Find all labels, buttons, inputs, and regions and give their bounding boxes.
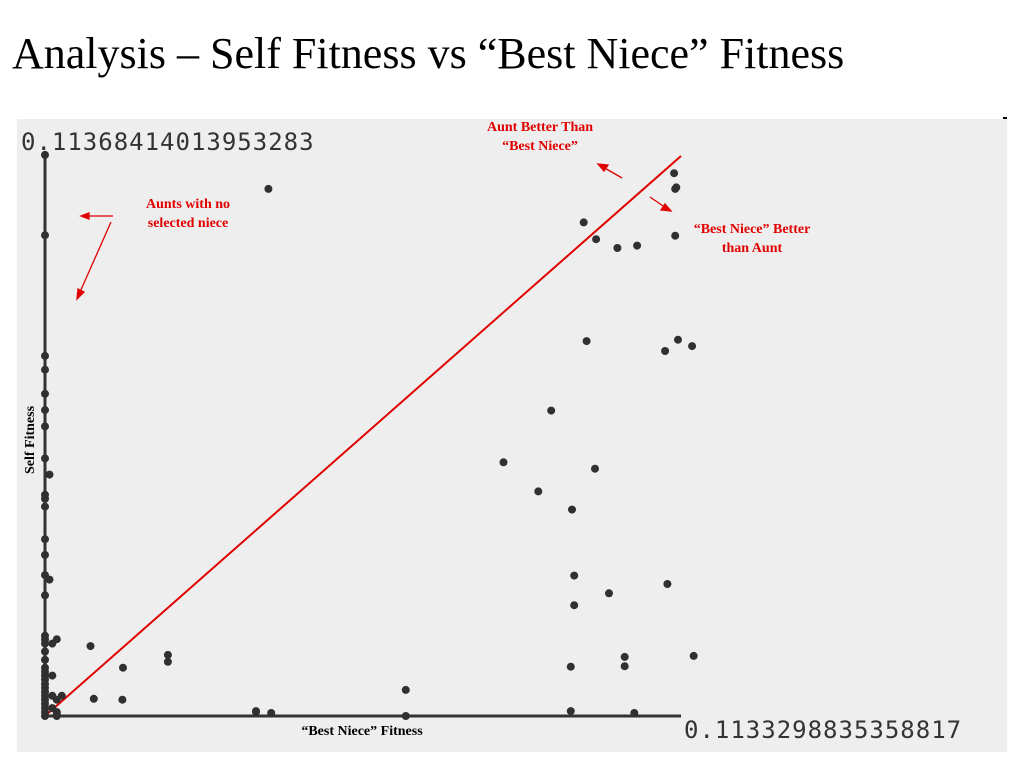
data-point [674,335,682,344]
y-axis-max-label: 0.11368414013953283 [21,128,315,156]
data-point [45,575,54,584]
data-point [534,487,543,496]
annotation-niece-better: “Best Niece” Better than Aunt [672,220,832,258]
data-point [582,337,591,346]
plot-area [17,119,1007,752]
data-point [663,580,672,588]
data-point [41,535,49,544]
data-point [57,691,66,700]
annotation-aunt-better-line2: “Best Niece” [502,139,578,154]
data-point [620,652,629,661]
annotation-aunt-better-line1: Aunt Better Than [486,120,594,135]
data-point [41,550,49,559]
data-point [620,662,629,671]
data-point [568,505,576,514]
data-point [41,365,49,374]
data-point [119,663,127,672]
corner-tick-mark [1003,117,1007,119]
data-point [41,591,49,600]
data-point [672,183,681,192]
data-point [118,695,127,704]
data-point [41,712,49,720]
data-point [41,494,49,503]
data-point [41,389,49,398]
arrowhead-no-niece-down [76,287,86,301]
data-point [45,470,54,479]
data-point [264,184,273,193]
data-point [41,351,49,360]
data-point [689,651,698,660]
data-point [41,406,49,415]
data-point [613,244,622,252]
x-axis-title: “Best Niece” Fitness [301,724,423,739]
data-point [163,650,172,659]
x-axis-max-label: 0.1133298835358817 [684,716,963,744]
data-point [605,589,613,598]
data-point [579,218,588,227]
data-point [41,150,49,159]
data-point [41,454,49,463]
annotation-aunt-better: Aunt Better Than “Best Niece” [470,118,610,156]
data-point [499,458,508,467]
annotation-no-niece-line2: selected niece [147,216,229,231]
data-point [163,657,172,666]
arrowhead-aunt-better [596,163,610,173]
data-point [41,639,49,648]
data-point [661,347,670,355]
arrowhead-niece-better [659,202,673,212]
data-point [48,671,57,680]
data-point [630,709,639,717]
data-point [592,235,601,244]
data-point [633,241,642,250]
data-point [252,708,260,717]
data-points [41,150,698,720]
data-point [267,709,276,717]
data-point [591,464,599,473]
annotation-niece-better-line1: “Best Niece” Better [693,222,811,237]
data-point [41,422,49,431]
arrowhead-no-niece-left [79,212,90,220]
data-point [41,655,49,664]
data-point [52,710,61,718]
data-point [688,342,697,351]
annotation-niece-better-line2: than Aunt [721,241,783,256]
data-point [86,642,95,651]
data-point [547,406,556,415]
data-point [670,169,679,178]
data-point [566,662,575,671]
data-point [41,502,49,511]
data-point [41,231,49,240]
data-point [89,694,98,703]
data-point [401,685,410,694]
data-point [41,647,49,656]
data-point [570,601,579,610]
equal-fitness-line [44,155,682,717]
annotation-arrows [76,163,673,301]
arrow-no-niece-down [79,221,112,293]
data-point [52,635,61,644]
annotation-no-niece-line1: Aunts with no [145,197,231,212]
data-point [671,231,680,240]
annotation-no-niece: Aunts with no selected niece [118,195,258,233]
data-point [570,571,579,580]
data-point [566,707,575,716]
data-point [401,712,410,720]
y-axis-title: Self Fitness [23,405,38,475]
slide-title: Analysis – Self Fitness vs “Best Niece” … [12,29,845,78]
